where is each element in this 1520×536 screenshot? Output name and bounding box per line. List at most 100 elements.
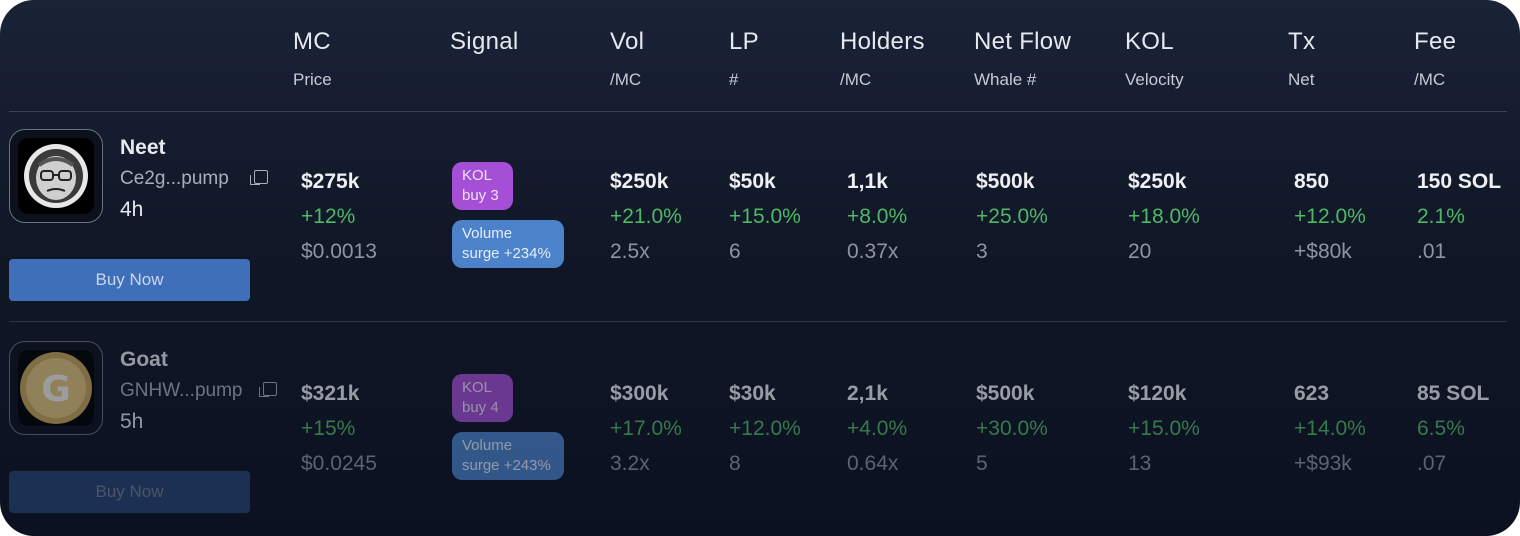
fee-change: 6.5% bbox=[1417, 417, 1465, 440]
price-value: $0.0013 bbox=[301, 240, 377, 263]
header-netflow: Net Flow Whale # bbox=[974, 28, 1071, 90]
header-title: Vol bbox=[610, 28, 645, 55]
header-sub: Net bbox=[1288, 70, 1315, 89]
token-address: GNHW...pump bbox=[120, 380, 243, 401]
neet-token-avatar bbox=[9, 129, 103, 223]
header-title: Tx bbox=[1288, 28, 1316, 55]
header-sub: /MC bbox=[1414, 70, 1446, 89]
header-sub: Price bbox=[293, 70, 332, 89]
header-mc: MC Price bbox=[293, 28, 332, 90]
fee-change: 2.1% bbox=[1417, 205, 1465, 228]
badge-line: Volume bbox=[462, 225, 513, 242]
badge-line: KOL bbox=[462, 379, 493, 396]
kol-velocity: 13 bbox=[1128, 452, 1152, 475]
header-title: Holders bbox=[840, 28, 925, 55]
lp-count: 8 bbox=[729, 452, 741, 475]
vol-change: +21.0% bbox=[610, 205, 682, 228]
vol-ratio: 3.2x bbox=[610, 452, 650, 475]
holders-change: +8.0% bbox=[847, 205, 908, 228]
mc-value: $321k bbox=[301, 382, 360, 405]
token-age: 4h bbox=[120, 198, 144, 221]
tx-net: +$80k bbox=[1294, 240, 1352, 263]
lp-change: +12.0% bbox=[729, 417, 801, 440]
header-title: Net Flow bbox=[974, 28, 1072, 55]
mc-change: +15% bbox=[301, 417, 356, 440]
neet-face-icon bbox=[24, 144, 88, 208]
token-address: Ce2g...pump bbox=[120, 168, 229, 189]
header-sub: /MC bbox=[610, 70, 642, 89]
price-value: $0.0245 bbox=[301, 452, 377, 475]
holders-value: 2,1k bbox=[847, 382, 888, 405]
netflow-change: +25.0% bbox=[976, 205, 1048, 228]
mc-change: +12% bbox=[301, 205, 356, 228]
header-holders: Holders /MC bbox=[840, 28, 925, 90]
copy-icon[interactable] bbox=[250, 170, 268, 185]
mc-value: $275k bbox=[301, 170, 360, 193]
badge-line: surge +234% bbox=[462, 245, 551, 262]
copy-icon[interactable] bbox=[259, 382, 277, 397]
lp-value: $30k bbox=[729, 382, 776, 405]
header-vol: Vol /MC bbox=[610, 28, 644, 90]
tx-count: 850 bbox=[1294, 170, 1330, 193]
header-title: Signal bbox=[450, 28, 519, 55]
token-age: 5h bbox=[120, 410, 144, 433]
tx-net: +$93k bbox=[1294, 452, 1352, 475]
vol-value: $300k bbox=[610, 382, 669, 405]
netflow-value: $500k bbox=[976, 170, 1035, 193]
buy-now-button[interactable]: Buy Now bbox=[9, 471, 250, 513]
header-tx: Tx Net bbox=[1288, 28, 1315, 90]
goat-token-avatar: G bbox=[9, 341, 103, 435]
header-sub: # bbox=[729, 70, 739, 89]
badge-line: buy 3 bbox=[462, 187, 499, 204]
kol-value: $250k bbox=[1128, 170, 1187, 193]
header-divider bbox=[9, 111, 1507, 112]
holders-change: +4.0% bbox=[847, 417, 908, 440]
row-divider bbox=[9, 321, 1507, 322]
badge-line: Volume bbox=[462, 437, 513, 454]
vol-ratio: 2.5x bbox=[610, 240, 650, 263]
fee-ratio: .01 bbox=[1417, 240, 1447, 263]
buy-now-button[interactable]: Buy Now bbox=[9, 259, 250, 301]
lp-change: +15.0% bbox=[729, 205, 801, 228]
tx-change: +12.0% bbox=[1294, 205, 1366, 228]
kol-velocity: 20 bbox=[1128, 240, 1152, 263]
svg-text:G: G bbox=[41, 369, 71, 410]
kol-value: $120k bbox=[1128, 382, 1187, 405]
fee-value: 150 SOL bbox=[1417, 170, 1502, 193]
header-title: KOL bbox=[1125, 28, 1174, 55]
kol-change: +18.0% bbox=[1128, 205, 1200, 228]
header-kol: KOL Velocity bbox=[1125, 28, 1184, 90]
token-name: Neet bbox=[120, 136, 166, 159]
tx-count: 623 bbox=[1294, 382, 1330, 405]
header-sub: /MC bbox=[840, 70, 872, 89]
holders-ratio: 0.37x bbox=[847, 240, 899, 263]
header-sub: Velocity bbox=[1125, 70, 1184, 89]
vol-value: $250k bbox=[610, 170, 669, 193]
fee-value: 85 SOL bbox=[1417, 382, 1490, 405]
volume-surge-badge: Volume surge +243% bbox=[452, 432, 564, 480]
netflow-value: $500k bbox=[976, 382, 1035, 405]
goat-coin-icon: G bbox=[20, 352, 92, 424]
volume-surge-badge: Volume surge +234% bbox=[452, 220, 564, 268]
whale-count: 5 bbox=[976, 452, 988, 475]
kol-buy-badge: KOL buy 3 bbox=[452, 162, 513, 210]
holders-value: 1,1k bbox=[847, 170, 888, 193]
header-signal: Signal bbox=[450, 28, 519, 70]
lp-count: 6 bbox=[729, 240, 741, 263]
header-sub: Whale # bbox=[974, 70, 1037, 89]
netflow-change: +30.0% bbox=[976, 417, 1048, 440]
tx-change: +14.0% bbox=[1294, 417, 1366, 440]
header-title: LP bbox=[729, 28, 759, 55]
vol-change: +17.0% bbox=[610, 417, 682, 440]
header-title: MC bbox=[293, 28, 331, 55]
header-lp: LP # bbox=[729, 28, 759, 90]
badge-line: buy 4 bbox=[462, 399, 499, 416]
whale-count: 3 bbox=[976, 240, 988, 263]
token-name: Goat bbox=[120, 348, 168, 371]
badge-line: KOL bbox=[462, 167, 493, 184]
badge-line: surge +243% bbox=[462, 457, 551, 474]
kol-change: +15.0% bbox=[1128, 417, 1200, 440]
holders-ratio: 0.64x bbox=[847, 452, 899, 475]
lp-value: $50k bbox=[729, 170, 776, 193]
